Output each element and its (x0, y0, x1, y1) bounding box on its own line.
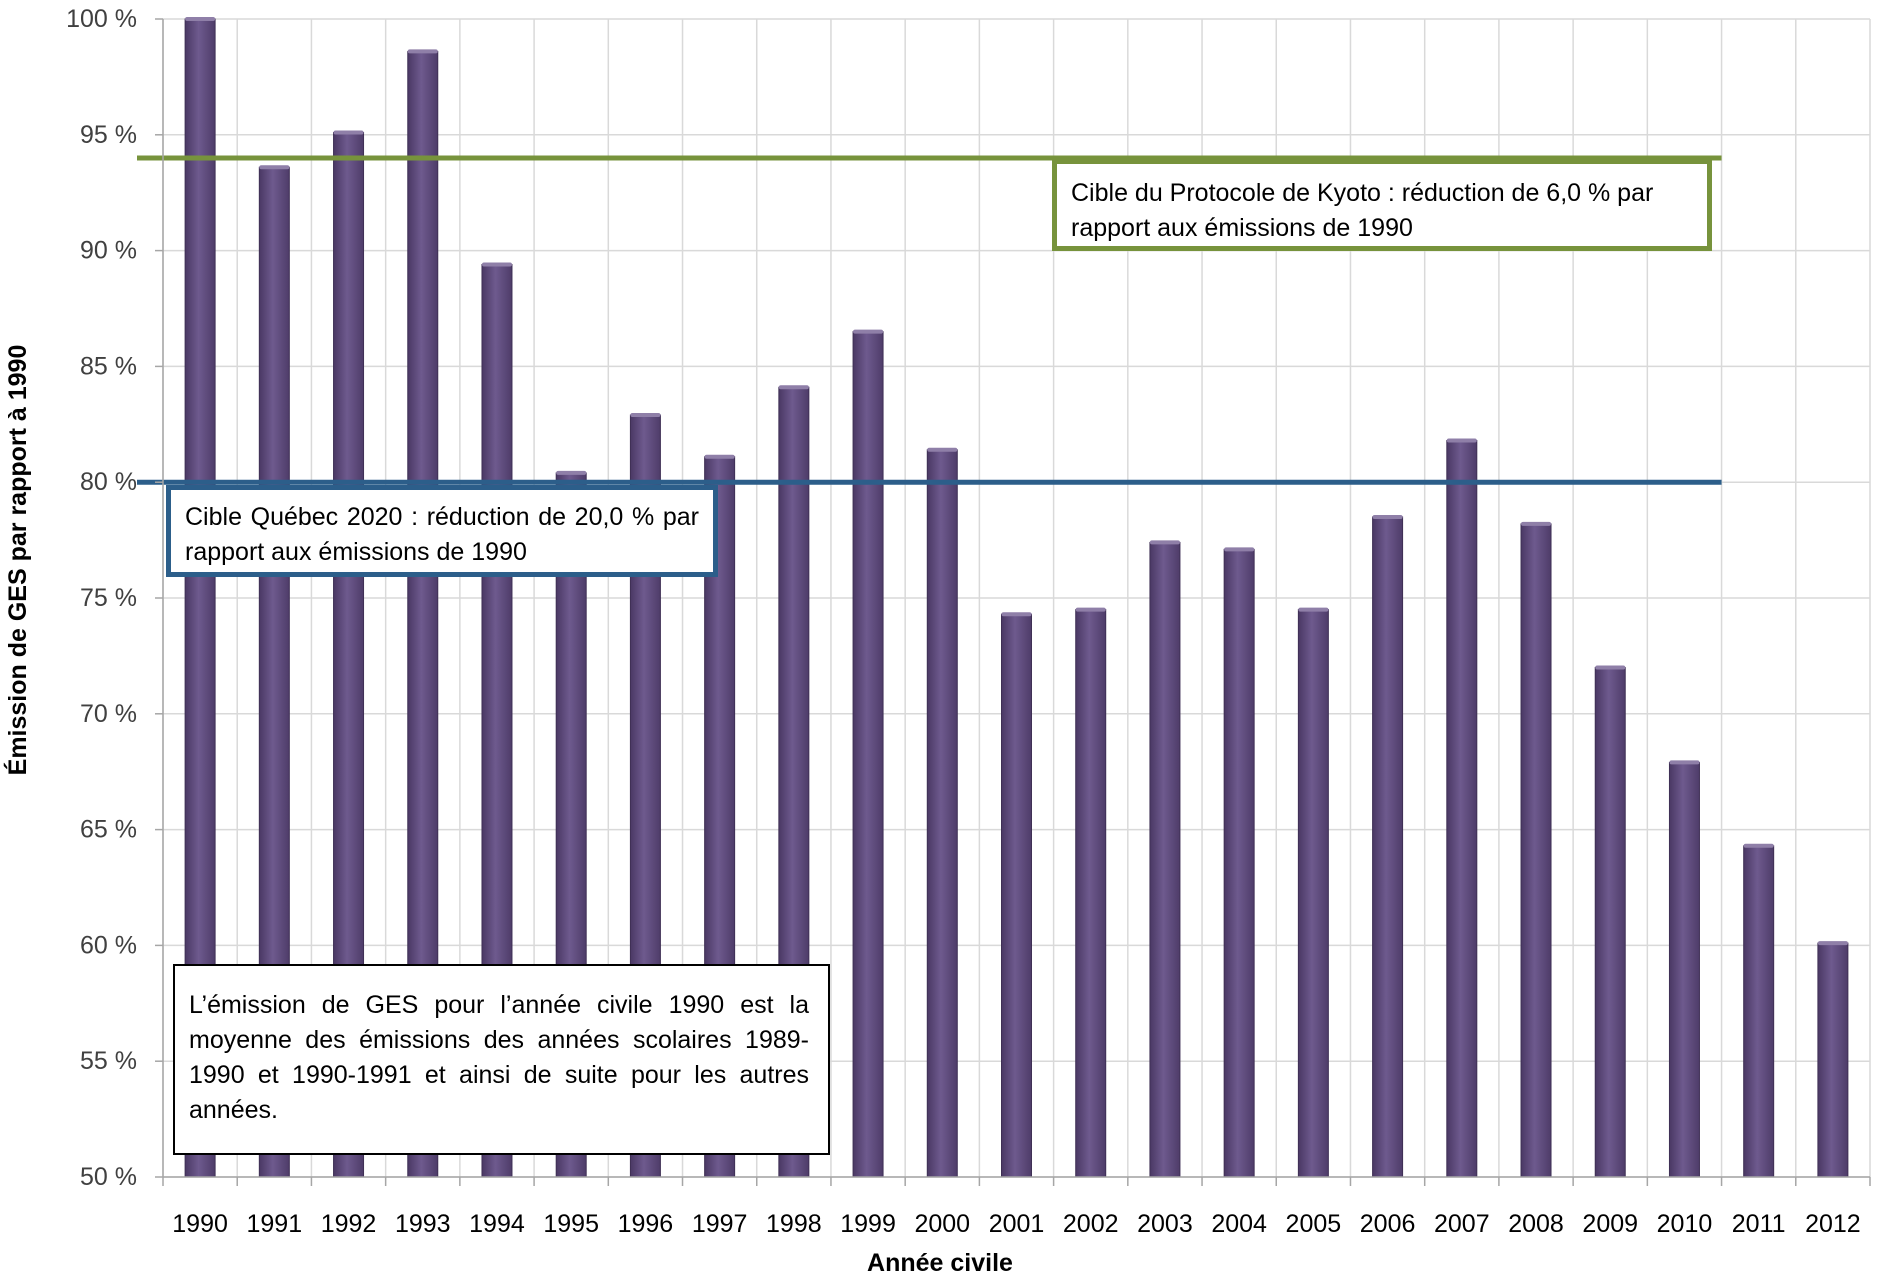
x-tick-label: 1996 (618, 1210, 674, 1238)
x-tick-label: 2002 (1063, 1210, 1119, 1238)
bar-2004 (1223, 548, 1255, 1178)
bar-cap (1446, 438, 1477, 443)
bar-cap (259, 165, 290, 170)
reference-lines (137, 155, 1722, 485)
x-tick-label: 1997 (692, 1210, 748, 1238)
bar-2002 (1075, 609, 1107, 1178)
y-tick-label: 55 % (80, 1047, 137, 1075)
bar-cap (1595, 665, 1626, 670)
y-tick-label: 100 % (66, 5, 137, 33)
bar-2012 (1817, 942, 1849, 1178)
x-tick-label: 1991 (247, 1210, 303, 1238)
bar-2001 (1001, 613, 1032, 1178)
bar-cap (1372, 514, 1403, 519)
x-tick-label: 1995 (543, 1210, 599, 1238)
y-tick-label: 75 % (80, 584, 137, 612)
bar-cap (185, 17, 216, 21)
bar-cap (927, 447, 958, 452)
y-tick-label: 70 % (80, 700, 137, 728)
bar-cap (1001, 612, 1032, 617)
bar-2009 (1594, 666, 1626, 1178)
bar-2011 (1743, 845, 1775, 1178)
quebec-target-annotation: Cible Québec 2020 : réduction de 20,0 % … (166, 485, 718, 577)
bar-2008 (1520, 523, 1552, 1178)
methodology-note: L’émission de GES pour l’année civile 19… (173, 964, 830, 1155)
x-tick-label: 2006 (1360, 1210, 1416, 1238)
bar-cap (778, 385, 809, 390)
bar-1999 (852, 331, 884, 1178)
bar-cap (1075, 607, 1106, 612)
x-tick-labels: 1990 1991 1992 1993 1994 1995 1996 1997 1998 1999… (172, 1210, 1860, 1238)
x-tick-label: 1992 (321, 1210, 377, 1238)
bar-cap (630, 413, 661, 418)
bar-cap (1669, 760, 1700, 765)
bar-2007 (1446, 440, 1478, 1178)
x-tick-label: 1990 (172, 1210, 228, 1238)
bar-2003 (1149, 541, 1181, 1178)
x-tick-label: 2010 (1657, 1210, 1713, 1238)
x-tick-label: 1999 (840, 1210, 896, 1238)
y-tick-label: 80 % (80, 468, 137, 496)
bar-cap (1149, 540, 1180, 545)
y-axis-title: Émission de GES par rapport à 1990 (3, 345, 32, 776)
bar-cap (481, 262, 512, 267)
kyoto-target-annotation: Cible du Protocole de Kyoto : réduction … (1052, 159, 1712, 251)
bar-cap (556, 470, 587, 475)
bar-cap (1224, 547, 1255, 552)
x-tick-label: 2008 (1508, 1210, 1564, 1238)
x-tick-label: 2005 (1286, 1210, 1342, 1238)
axes (155, 18, 1871, 1186)
bar-2006 (1372, 516, 1404, 1178)
y-tick-labels: 50 % 55 % 60 % 65 % 70 % 75 % 80 % 85 % 90 % 95 %… (66, 5, 137, 1191)
x-tick-label: 1994 (469, 1210, 525, 1238)
y-tick-label: 95 % (80, 121, 137, 149)
y-tick-label: 65 % (80, 816, 137, 844)
bar-cap (853, 329, 884, 334)
x-tick-label: 1998 (766, 1210, 822, 1238)
x-axis-title: Année civile (867, 1249, 1013, 1275)
bar-2000 (926, 449, 958, 1178)
y-tick-label: 85 % (80, 352, 137, 380)
x-tick-label: 1993 (395, 1210, 451, 1238)
x-tick-label: 2003 (1137, 1210, 1193, 1238)
bar-cap (704, 454, 735, 459)
bar-2005 (1297, 609, 1329, 1178)
bar-cap (407, 49, 438, 54)
x-tick-label: 2004 (1211, 1210, 1267, 1238)
bar-cap (1817, 941, 1848, 946)
bar-cap (1743, 843, 1774, 848)
bar-cap (1298, 607, 1329, 612)
bar-cap (1521, 521, 1552, 526)
x-tick-label: 2007 (1434, 1210, 1490, 1238)
x-tick-label: 2011 (1732, 1210, 1786, 1238)
y-tick-label: 50 % (80, 1163, 137, 1191)
x-tick-label: 2012 (1805, 1210, 1861, 1238)
y-tick-label: 60 % (80, 931, 137, 959)
x-tick-label: 2001 (989, 1210, 1045, 1238)
y-tick-label: 90 % (80, 237, 137, 265)
bar-2010 (1668, 761, 1700, 1178)
bar-cap (333, 130, 364, 135)
x-tick-label: 2009 (1582, 1210, 1638, 1238)
x-tick-label: 2000 (914, 1210, 970, 1238)
